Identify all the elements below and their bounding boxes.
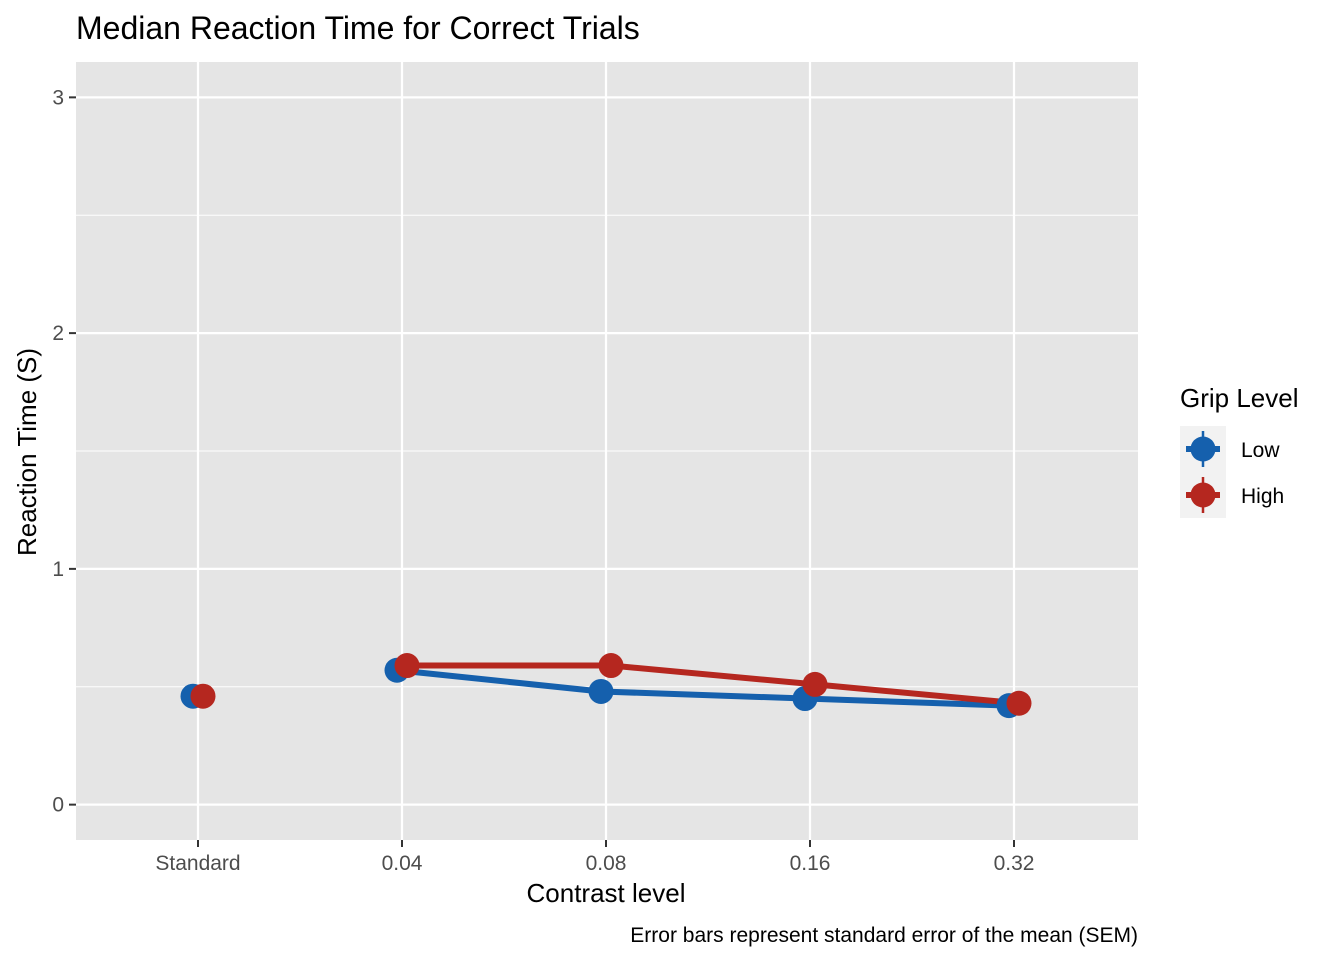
y-tick-label: 0 [52,794,64,817]
chart-title: Median Reaction Time for Correct Trials [76,10,640,46]
legend-key-point [1190,436,1216,462]
y-axis-title: Reaction Time (S) [12,348,42,556]
point-high-0.04 [394,653,420,679]
legend-label: Low [1241,439,1280,462]
legend-title: Grip Level [1180,383,1299,413]
x-tick-label: 0.16 [790,852,831,875]
point-high-0.16 [802,671,828,697]
legend-key-point [1190,482,1216,508]
legend-item-high: High [1186,477,1284,513]
y-axis-ticks: 0 1 2 3 [52,86,76,817]
x-tick-label: 0.32 [994,852,1035,875]
y-tick-label: 3 [52,86,64,109]
major-gridlines [76,62,1138,840]
series-line-low [396,667,1010,709]
x-tick-label: 0.04 [382,852,423,875]
legend-item-low: Low [1186,431,1280,467]
series-line-high [407,662,1020,707]
y-tick-label: 1 [52,558,64,581]
series-points [180,653,1032,719]
x-tick-label: 0.08 [586,852,627,875]
x-axis-title: Contrast level [527,878,686,908]
point-high-Standard [190,683,216,709]
series-lines [396,662,1020,709]
point-high-0.32 [1006,690,1032,716]
y-tick-label: 2 [52,322,64,345]
x-axis-ticks: Standard 0.04 0.08 0.16 0.32 [155,840,1034,875]
x-tick-label: Standard [155,852,240,875]
point-high-0.08 [598,653,624,679]
legend: Grip Level Low High [1180,383,1299,518]
point-low-0.08 [588,678,614,704]
legend-label: High [1241,485,1284,508]
caption: Error bars represent standard error of t… [630,924,1138,947]
